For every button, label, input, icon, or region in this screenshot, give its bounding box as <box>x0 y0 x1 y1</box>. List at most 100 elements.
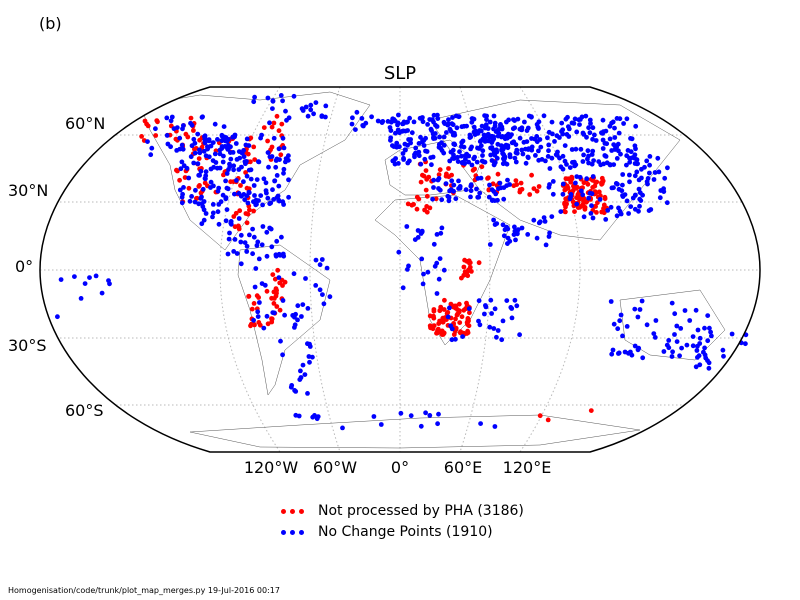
station-marker <box>418 179 424 185</box>
station-marker <box>580 159 586 164</box>
station-marker <box>298 368 303 374</box>
station-marker <box>696 353 702 359</box>
station-marker <box>223 218 229 224</box>
station-marker <box>280 135 286 141</box>
station-marker <box>546 148 551 154</box>
station-marker <box>457 184 463 189</box>
station-marker <box>455 307 460 312</box>
station-marker <box>487 324 493 330</box>
station-marker <box>189 194 195 199</box>
station-marker <box>181 163 187 169</box>
station-marker <box>202 133 208 139</box>
station-marker <box>729 331 735 337</box>
station-marker <box>192 146 197 152</box>
station-marker <box>219 138 225 144</box>
station-marker <box>426 174 432 180</box>
station-marker <box>635 314 641 320</box>
station-marker <box>278 152 284 158</box>
station-marker <box>305 113 311 119</box>
station-marker <box>559 120 565 126</box>
station-marker <box>310 354 315 360</box>
station-marker <box>378 422 384 427</box>
station-marker <box>399 128 405 134</box>
station-marker <box>468 183 474 189</box>
station-marker <box>468 188 474 194</box>
station-marker <box>655 155 661 161</box>
station-marker <box>612 135 618 140</box>
station-marker <box>221 124 227 129</box>
station-marker <box>264 253 270 259</box>
station-marker <box>596 189 602 195</box>
station-marker <box>511 117 516 122</box>
station-marker <box>636 345 642 351</box>
station-marker <box>490 181 496 187</box>
station-marker <box>492 424 498 429</box>
station-marker <box>563 116 569 122</box>
station-marker <box>208 166 214 172</box>
station-marker <box>415 235 421 240</box>
station-marker <box>276 198 282 204</box>
station-marker <box>588 408 594 413</box>
station-marker <box>408 413 414 419</box>
station-marker <box>513 178 519 184</box>
station-marker <box>593 138 599 143</box>
station-marker <box>587 130 593 136</box>
station-marker <box>430 154 436 160</box>
station-marker <box>396 249 402 255</box>
station-marker <box>211 183 216 189</box>
station-marker <box>478 138 484 144</box>
station-marker <box>387 125 393 130</box>
station-marker <box>398 410 404 416</box>
station-marker <box>280 298 286 303</box>
station-marker <box>250 226 256 232</box>
station-marker <box>271 301 277 306</box>
station-marker <box>448 301 454 307</box>
station-marker <box>272 276 278 282</box>
station-marker <box>617 116 623 122</box>
station-marker <box>597 197 603 202</box>
station-marker <box>232 224 238 230</box>
station-marker <box>687 318 693 323</box>
station-marker <box>493 191 499 197</box>
station-marker <box>693 307 699 313</box>
station-marker <box>266 164 271 170</box>
station-marker <box>525 155 531 161</box>
station-marker <box>468 194 473 200</box>
station-marker <box>275 267 281 273</box>
station-marker <box>577 122 582 127</box>
station-marker <box>148 152 154 158</box>
station-marker <box>250 251 256 257</box>
station-marker <box>236 167 242 172</box>
station-marker <box>560 181 566 187</box>
station-marker <box>628 149 634 155</box>
station-marker <box>651 177 657 182</box>
station-marker <box>453 316 458 322</box>
station-marker <box>437 134 442 140</box>
station-marker <box>267 201 273 207</box>
station-marker <box>502 156 507 162</box>
station-marker <box>197 150 203 156</box>
station-marker <box>436 321 442 326</box>
station-marker <box>311 111 316 117</box>
station-marker <box>443 173 449 179</box>
station-marker <box>604 141 610 147</box>
station-marker <box>611 142 617 148</box>
station-marker <box>224 138 230 144</box>
station-marker <box>427 313 433 319</box>
station-marker <box>547 166 553 171</box>
station-marker <box>477 322 483 328</box>
station-marker <box>400 285 406 291</box>
station-marker <box>525 147 531 152</box>
station-marker <box>617 318 623 324</box>
station-marker <box>274 173 280 178</box>
station-marker <box>624 324 630 329</box>
station-marker <box>174 125 180 130</box>
station-marker <box>256 198 261 204</box>
station-marker <box>679 345 684 351</box>
station-marker <box>234 251 240 256</box>
station-marker <box>437 308 443 314</box>
station-marker <box>230 134 236 140</box>
station-marker <box>483 303 488 308</box>
station-marker <box>254 243 260 248</box>
station-marker <box>677 353 682 359</box>
